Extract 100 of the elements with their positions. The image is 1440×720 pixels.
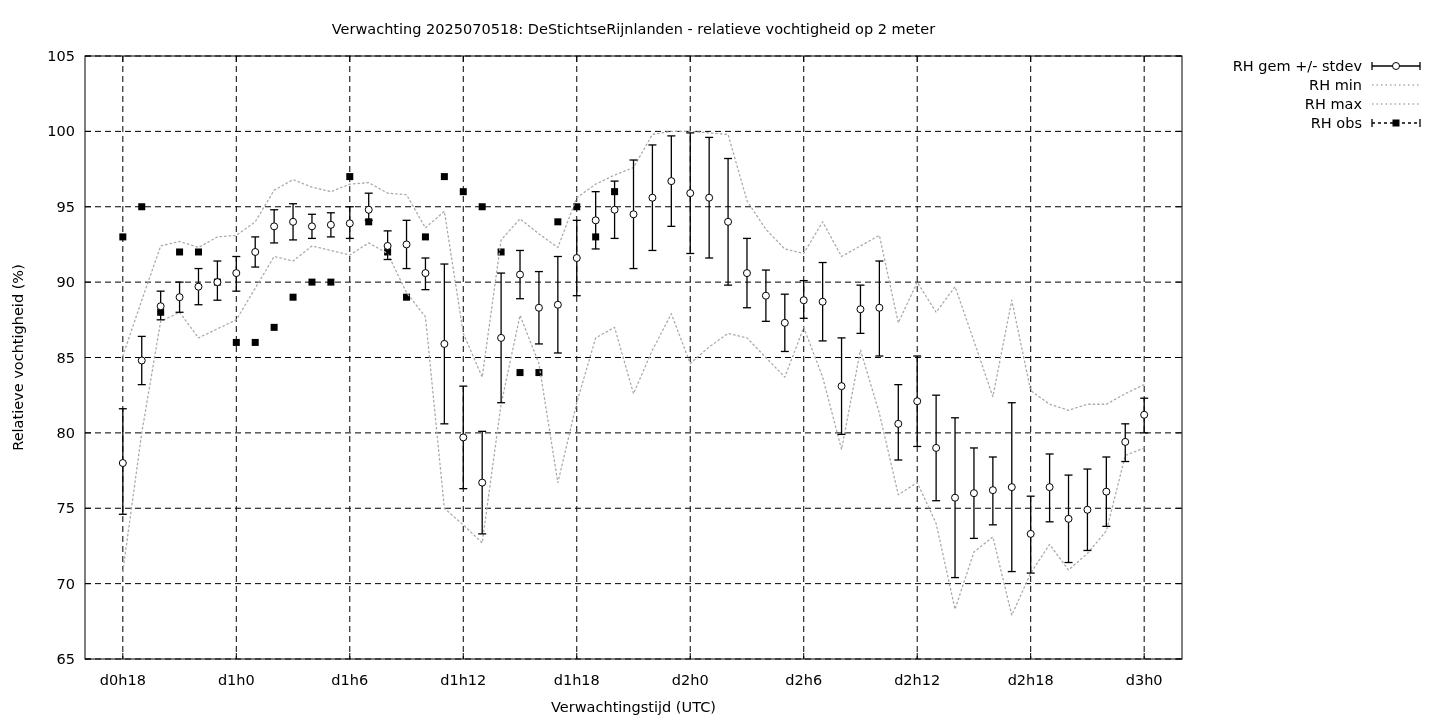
point <box>346 173 354 181</box>
point <box>951 493 960 502</box>
point <box>459 188 467 196</box>
line-series <box>122 242 1145 616</box>
point <box>308 278 316 286</box>
point <box>1026 529 1035 538</box>
point <box>232 269 241 278</box>
y-tick-label: 75 <box>56 500 75 517</box>
point <box>1064 514 1073 523</box>
point <box>591 216 600 225</box>
point <box>932 443 941 452</box>
point <box>364 205 373 214</box>
point <box>969 489 978 498</box>
point <box>534 303 543 312</box>
point <box>289 293 297 301</box>
point <box>251 247 260 256</box>
point <box>516 270 525 279</box>
legend-label: RH min <box>1309 77 1362 93</box>
point <box>497 333 506 342</box>
x-tick-label: d3h0 <box>1125 672 1163 688</box>
point <box>194 282 203 291</box>
point <box>988 486 997 495</box>
point <box>686 189 695 198</box>
point <box>818 297 827 306</box>
y-tick-label: 70 <box>56 575 75 592</box>
point <box>761 291 770 300</box>
point <box>194 248 202 256</box>
point <box>137 356 146 365</box>
point <box>516 369 524 377</box>
chart-title: Verwachting 2025070518: DeStichtseRijnlanden - relatieve vochtigheid op 2 meter <box>331 21 936 37</box>
point <box>289 217 298 226</box>
point <box>440 173 448 181</box>
x-tick-label: d2h0 <box>671 672 709 688</box>
x-tick-label: d2h12 <box>894 672 941 688</box>
point <box>251 338 259 346</box>
point <box>742 269 751 278</box>
y-tick-label: 105 <box>47 48 75 64</box>
point <box>459 433 468 442</box>
y-tick-label: 85 <box>56 349 75 366</box>
point <box>118 459 127 468</box>
point <box>894 419 903 428</box>
point <box>1045 483 1054 492</box>
point <box>1140 410 1149 419</box>
y-tick-label: 65 <box>56 651 75 667</box>
point <box>478 203 486 211</box>
point <box>724 217 733 226</box>
point <box>553 300 562 309</box>
x-tick-label: d1h0 <box>217 672 255 688</box>
point <box>403 293 411 301</box>
point <box>307 222 316 231</box>
point <box>913 397 922 406</box>
point <box>1102 487 1111 496</box>
point <box>875 303 884 312</box>
point <box>667 177 676 186</box>
x-axis-title: Verwachtingstijd (UTC) <box>551 699 716 715</box>
point <box>535 369 543 377</box>
point <box>270 323 278 331</box>
point <box>837 382 846 391</box>
point <box>176 248 184 256</box>
point <box>478 478 487 487</box>
point <box>799 296 808 305</box>
point <box>156 302 165 311</box>
point <box>856 305 865 314</box>
point <box>780 318 789 327</box>
point <box>270 222 279 231</box>
point <box>610 205 619 214</box>
point <box>1083 505 1092 514</box>
x-tick-label: d1h12 <box>440 672 487 688</box>
point <box>402 240 411 249</box>
line-series <box>122 130 1145 411</box>
y-tick-label: 80 <box>56 424 75 441</box>
y-axis-title: Relatieve vochtigheid (%) <box>10 264 26 451</box>
point <box>554 218 562 226</box>
point <box>345 219 354 228</box>
point <box>705 193 714 202</box>
point <box>421 269 430 278</box>
point <box>440 339 449 348</box>
point <box>119 233 127 241</box>
x-tick-label: d2h6 <box>785 672 823 688</box>
y-tick-label: 100 <box>47 123 75 140</box>
point <box>572 254 581 263</box>
legend-label: RH obs <box>1310 115 1362 131</box>
x-tick-label: d1h18 <box>553 672 600 688</box>
point <box>573 203 581 211</box>
y-tick-label: 90 <box>56 274 75 291</box>
x-tick-label: d0h18 <box>99 672 146 688</box>
point <box>175 293 184 302</box>
point <box>1007 483 1016 492</box>
x-tick-label: d2h18 <box>1007 672 1054 688</box>
point <box>138 203 146 211</box>
point <box>1121 437 1130 446</box>
point <box>648 193 657 202</box>
point <box>629 210 638 219</box>
x-tick-label: d1h6 <box>331 672 369 688</box>
point <box>232 338 240 346</box>
y-tick-label: 95 <box>56 198 75 215</box>
point <box>421 233 429 241</box>
point <box>327 278 335 286</box>
legend-label: RH max <box>1304 96 1363 112</box>
legend-label: RH gem +/- stdev <box>1232 58 1363 74</box>
